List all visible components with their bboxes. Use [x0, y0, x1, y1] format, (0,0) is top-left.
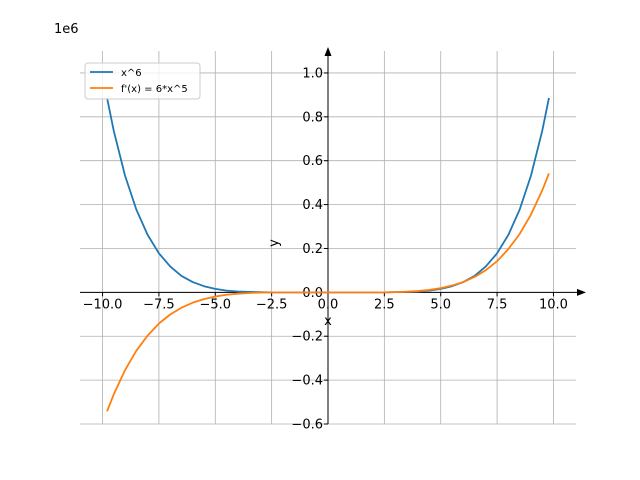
offset-text: 1e6 [54, 22, 79, 37]
x-tick-label: 5.0 [430, 297, 451, 312]
y-tick-label: 0.0 [302, 286, 323, 301]
x-axis-arrowhead [577, 288, 586, 296]
x-tick-label: −10.0 [83, 297, 123, 312]
x-tick-label: 0.0 [318, 297, 339, 312]
y-tick-label: −0.6 [291, 418, 323, 433]
legend-label-series-2: f'(x) = 6*x^5 [121, 84, 188, 95]
y-tick-label: −0.4 [291, 374, 323, 389]
y-tick-label: 0.4 [302, 198, 323, 213]
y-tick-label: 0.6 [302, 154, 323, 169]
series-lines [106, 97, 550, 412]
x-tick-label: −7.5 [143, 297, 175, 312]
x-tick-label: 2.5 [374, 297, 395, 312]
legend-label-series-1: x^6 [121, 68, 142, 79]
legend-frame [84, 62, 201, 100]
y-axis-label: y [267, 239, 282, 247]
y-tick-label: 0.2 [302, 242, 323, 257]
y-tick-label: −0.2 [291, 330, 323, 345]
y-axis-arrowhead [324, 47, 332, 56]
series-line-2 [106, 173, 550, 412]
x-tick-label: 7.5 [487, 297, 508, 312]
x-tick-label: 10.0 [539, 297, 568, 312]
ticks: −10.0 −7.5 −5.0 −2.5 0.0 2.5 5.0 7.5 10.0 −0.6 −0.… [83, 66, 568, 432]
legend: x^6 f'(x) = 6*x^5 [84, 62, 201, 100]
y-tick-label: 0.8 [302, 110, 323, 125]
x-axis-label: x [324, 314, 332, 329]
x-tick-label: −2.5 [256, 297, 288, 312]
x-tick-label: −5.0 [199, 297, 231, 312]
y-tick-label: 1.0 [302, 66, 323, 81]
